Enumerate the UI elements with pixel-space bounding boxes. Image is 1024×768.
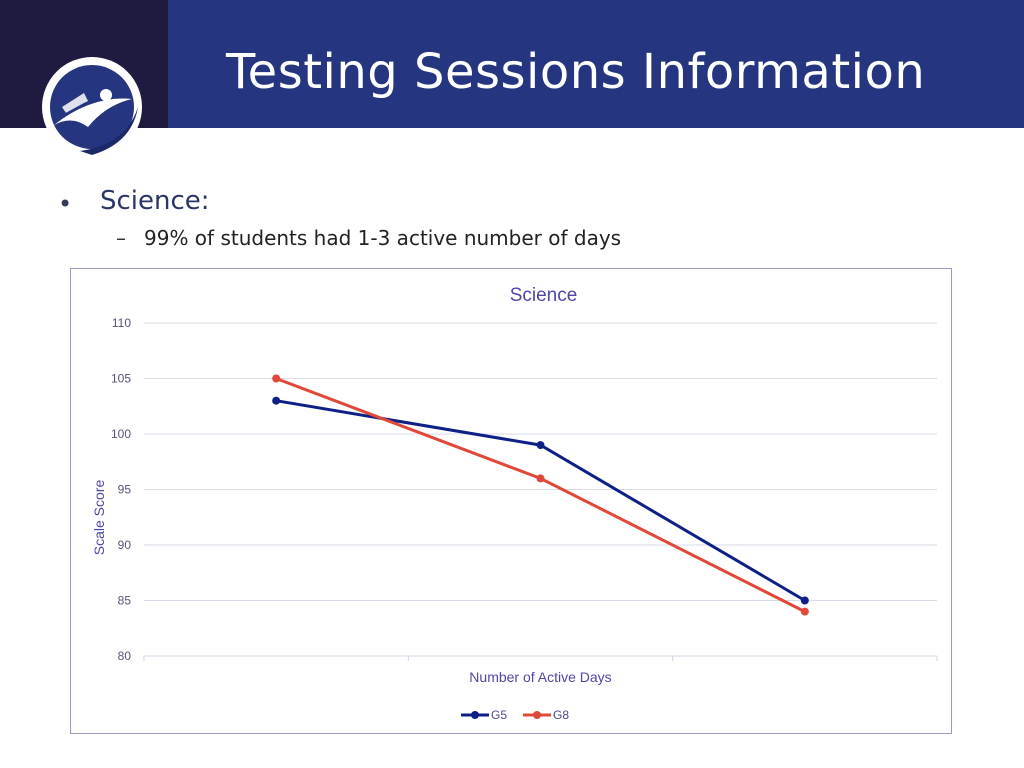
legend-label-g5: G5 bbox=[491, 708, 507, 722]
chart-container: Science 80 85 90 95 100 105 110 Scale Score Numbe… bbox=[70, 268, 952, 734]
y-tick-label: 90 bbox=[118, 538, 132, 552]
slide-title: Testing Sessions Information bbox=[226, 44, 926, 100]
data-point-g5 bbox=[536, 441, 545, 450]
legend-label-g8: G8 bbox=[553, 708, 569, 722]
data-point-g5 bbox=[272, 396, 281, 405]
logo-block bbox=[0, 0, 168, 157]
legend-marker-g5 bbox=[471, 711, 479, 719]
data-point-g8 bbox=[536, 474, 545, 483]
data-point-g8 bbox=[272, 374, 281, 383]
data-point-g8 bbox=[800, 607, 809, 616]
y-tick-label: 85 bbox=[118, 594, 132, 608]
header-bar bbox=[0, 0, 1024, 128]
legend-marker-g8 bbox=[533, 711, 541, 719]
chart-title: Science bbox=[510, 285, 578, 306]
y-tick-label: 105 bbox=[111, 372, 131, 386]
bullet-marker: • bbox=[58, 190, 73, 218]
data-point-g5 bbox=[800, 596, 809, 605]
bullet-science: Science: bbox=[100, 186, 210, 216]
sub-bullet-text: 99% of students had 1-3 active number of… bbox=[144, 226, 622, 250]
y-tick-label: 110 bbox=[112, 316, 131, 330]
y-tick-label: 80 bbox=[118, 649, 132, 663]
student-graduation-logo-icon bbox=[42, 57, 142, 157]
sub-bullet-marker: – bbox=[116, 226, 126, 250]
x-axis-label: Number of Active Days bbox=[469, 669, 611, 685]
y-tick-label: 95 bbox=[118, 483, 132, 497]
y-axis-label: Scale Score bbox=[91, 480, 107, 556]
science-line-chart: Science 80 85 90 95 100 105 110 Scale Score Numbe… bbox=[91, 285, 938, 722]
y-tick-label: 100 bbox=[111, 427, 131, 441]
